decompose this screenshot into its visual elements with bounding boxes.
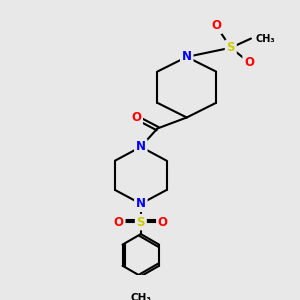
Text: N: N (136, 197, 146, 210)
Text: O: O (114, 216, 124, 229)
Text: O: O (211, 19, 221, 32)
Text: N: N (136, 140, 146, 153)
Text: O: O (131, 111, 141, 124)
Text: CH₃: CH₃ (130, 293, 151, 300)
Text: O: O (244, 56, 254, 69)
Text: N: N (182, 50, 192, 63)
Text: O: O (158, 216, 168, 229)
Text: CH₃: CH₃ (256, 34, 275, 44)
Text: S: S (136, 216, 145, 229)
Text: S: S (226, 41, 235, 54)
